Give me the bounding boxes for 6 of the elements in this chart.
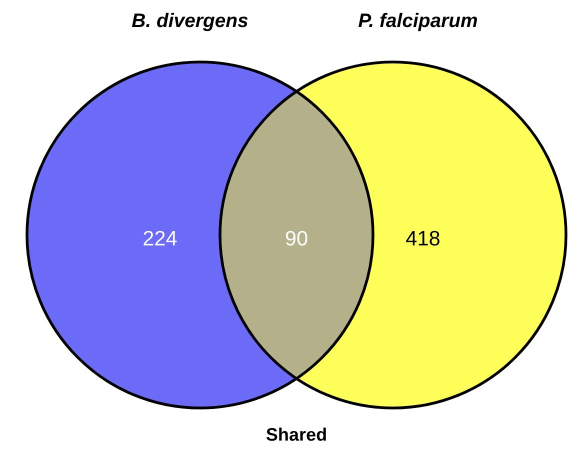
data-label: 418	[406, 230, 440, 246]
data-label: 224	[144, 230, 177, 246]
category-label: P. falciparum	[358, 12, 477, 32]
data-label: 90	[286, 230, 308, 246]
category-label: B. divergens	[132, 12, 248, 32]
category-label: Shared	[266, 428, 326, 441]
